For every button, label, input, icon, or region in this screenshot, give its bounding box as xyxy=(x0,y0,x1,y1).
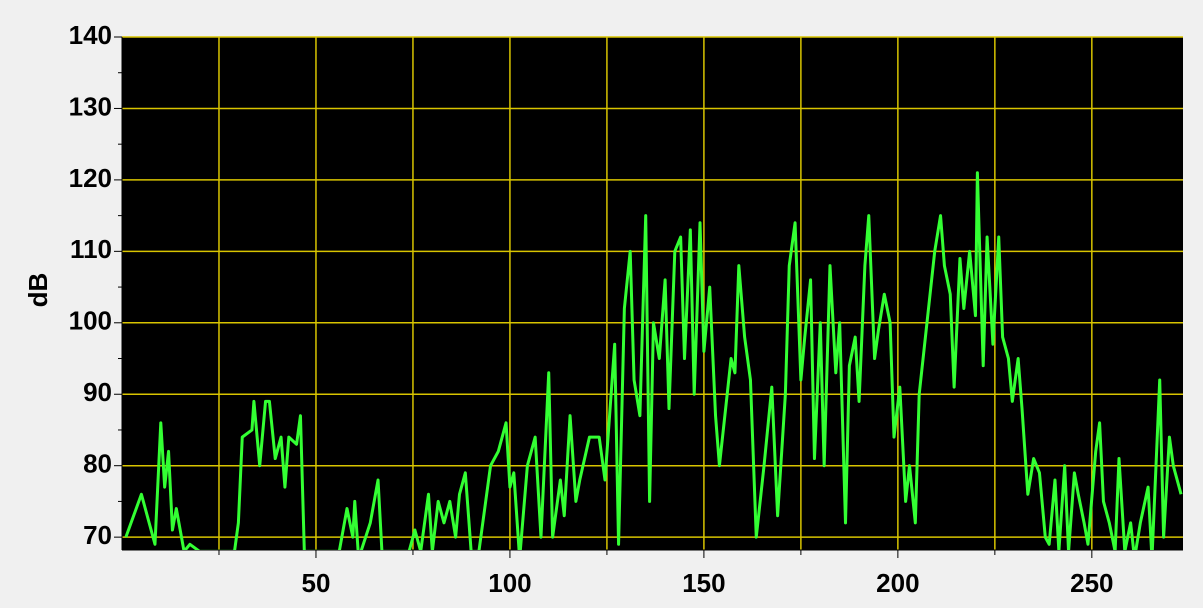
x-tick-label: 150 xyxy=(682,568,725,598)
x-tick-label: 50 xyxy=(302,568,331,598)
plot-area xyxy=(122,37,1183,550)
data-line xyxy=(124,171,1183,550)
x-tick-label: 250 xyxy=(1070,568,1113,598)
y-axis-label: dB xyxy=(23,273,53,308)
y-tick-label: 140 xyxy=(69,20,112,50)
y-tick-label: 80 xyxy=(83,449,112,479)
y-tick-label: 120 xyxy=(69,163,112,193)
y-tick-label: 130 xyxy=(69,91,112,121)
y-tick-label: 110 xyxy=(70,234,112,264)
y-tick-label: 70 xyxy=(83,520,112,550)
y-tick-label: 90 xyxy=(83,377,112,407)
x-tick-label: 200 xyxy=(876,568,919,598)
y-tick-label: 100 xyxy=(69,306,112,336)
x-tick-label: 100 xyxy=(488,568,531,598)
